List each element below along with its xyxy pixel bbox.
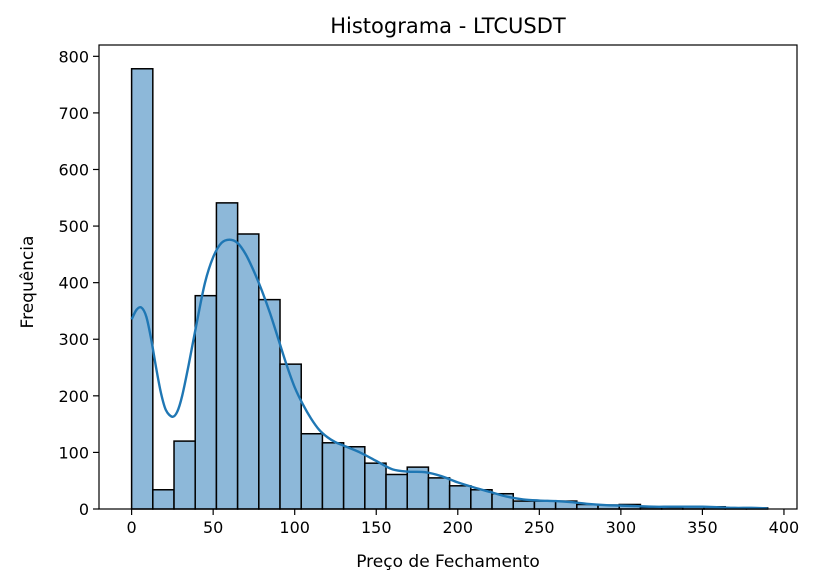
histogram-bar — [279, 363, 302, 510]
y-axis-label: Frequência — [18, 236, 38, 329]
histogram-bar — [130, 68, 154, 510]
histogram-bar — [321, 442, 345, 510]
x-axis-label: Preço de Fechamento — [356, 552, 540, 572]
x-tick-label: 350 — [687, 518, 718, 537]
histogram-bar — [152, 489, 175, 510]
histogram-bar — [385, 473, 408, 510]
y-tick-label: 300 — [58, 330, 89, 349]
histogram-bar — [533, 500, 557, 510]
histogram-bar — [364, 462, 387, 510]
histogram-bar — [300, 432, 324, 510]
y-tick-label: 700 — [58, 104, 89, 123]
x-tick-label: 250 — [524, 518, 555, 537]
x-tick-label: 200 — [443, 518, 474, 537]
y-tick-label: 0 — [79, 500, 89, 519]
kde-curve — [130, 238, 768, 510]
y-tick-label: 800 — [58, 47, 89, 66]
x-tick-label: 400 — [769, 518, 800, 537]
histogram-bar — [427, 477, 451, 510]
x-tick-label: 150 — [361, 518, 392, 537]
x-tick-label: 0 — [127, 518, 137, 537]
plot-frame — [98, 44, 798, 510]
histogram-bar — [342, 446, 366, 510]
histogram-bars — [130, 68, 769, 510]
histogram-bar — [173, 440, 196, 510]
histogram-bar — [448, 485, 472, 510]
chart-title: Histograma - LTCUSDT — [330, 14, 566, 38]
y-tick-label: 500 — [58, 217, 89, 236]
histogram-bar — [194, 294, 218, 510]
x-tick-label: 100 — [279, 518, 310, 537]
x-axis-ticks: 0 50 100 150 200 250 300 350 400 — [127, 509, 800, 537]
x-tick-label: 300 — [606, 518, 637, 537]
kde-layer — [130, 238, 768, 510]
y-tick-label: 400 — [58, 274, 89, 293]
y-tick-label: 600 — [58, 160, 89, 179]
x-tick-label: 50 — [203, 518, 223, 537]
histogram-bar — [215, 202, 239, 510]
y-axis-ticks: 0 100 200 300 400 500 600 700 800 — [58, 47, 99, 519]
y-tick-label: 200 — [58, 387, 89, 406]
y-tick-label: 100 — [58, 443, 89, 462]
histogram-bar — [512, 500, 536, 510]
